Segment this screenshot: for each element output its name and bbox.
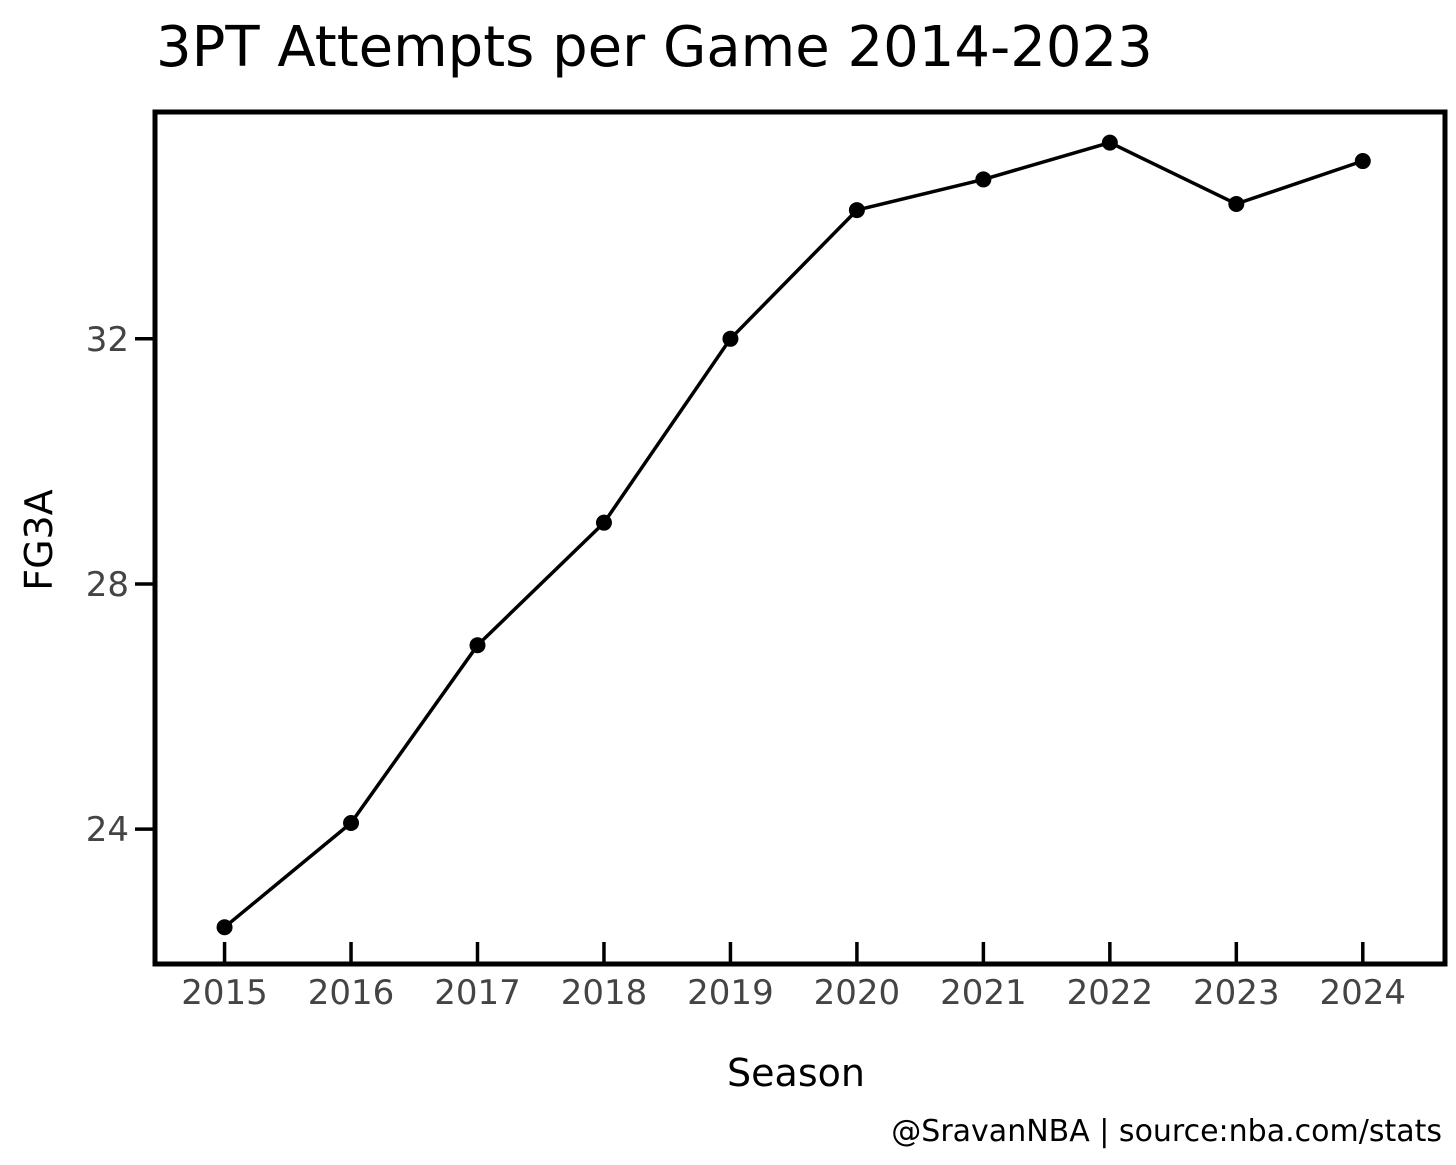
y-tick-label: 28 [86,565,129,605]
y-tick-label: 32 [86,320,129,360]
x-tick-label: 2015 [181,973,268,1013]
x-tick-label: 2017 [434,973,521,1013]
y-axis: 24 28 32 [86,320,155,850]
data-points [216,134,1371,936]
x-tick-label: 2018 [561,973,648,1013]
x-axis: 2015 2016 2017 2018 2019 2020 2021 2022 2023 2024 [181,942,1406,1013]
data-point [1354,153,1371,170]
data-point [848,202,865,219]
chart-title: 3PT Attempts per Game 2014-2023 [156,15,1153,80]
series-line [223,140,1364,929]
data-point [1101,134,1118,151]
data-point [975,171,992,188]
x-tick-label: 2020 [814,973,901,1013]
x-tick-label: 2016 [308,973,395,1013]
x-tick-label: 2019 [687,973,774,1013]
x-tick-label: 2021 [940,973,1027,1013]
data-point [469,637,486,654]
data-point [343,815,360,832]
x-tick-label: 2023 [1193,973,1280,1013]
y-tick-label: 24 [86,810,129,850]
x-tick-label: 2024 [1320,973,1407,1013]
plot-frame [152,109,1448,967]
data-point [722,330,739,347]
x-tick-label: 2022 [1067,973,1154,1013]
x-axis-label: Season [727,1051,865,1095]
data-point [595,514,612,531]
y-axis-label: FG3A [17,489,61,590]
credit-text: @SravanNBA | source:nba.com/stats [891,1114,1442,1149]
data-point [216,919,233,936]
data-point [1228,195,1245,212]
